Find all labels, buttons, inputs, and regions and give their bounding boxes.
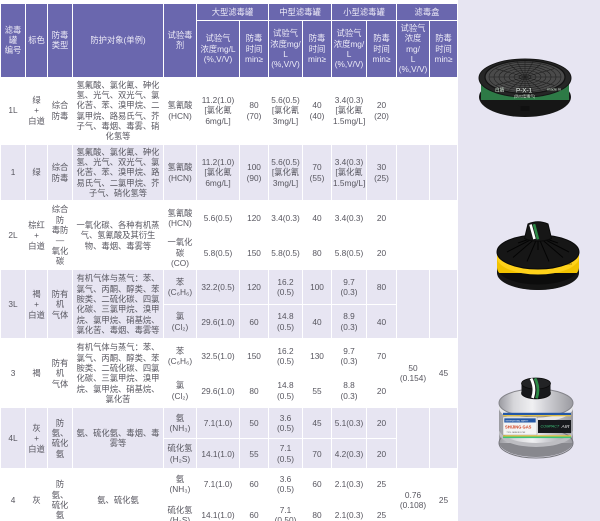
svg-text:SHIJING GAS: SHIJING GAS [505,425,532,430]
svg-text:P-X-1: P-X-1 [516,88,533,95]
svg-text:AIR: AIR [561,424,571,430]
svg-text:made in: made in [547,87,561,92]
svg-text:COMPACT: COMPACT [541,424,560,428]
svg-text:(防X2型毒气): (防X2型毒气) [514,94,535,99]
svg-text:TYPE: CARBON FILTER: TYPE: CARBON FILTER [507,431,527,434]
svg-text:白腈: 白腈 [495,87,505,94]
svg-text:INTERNATIONAL SAFETY: INTERNATIONAL SAFETY [506,419,530,422]
